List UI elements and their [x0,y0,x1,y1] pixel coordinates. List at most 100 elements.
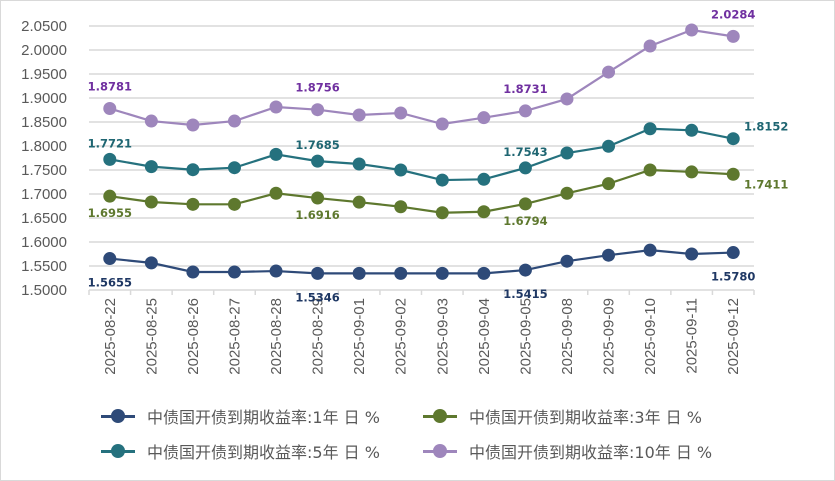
data-point [394,266,408,280]
legend-item-10y: 中债国开债到期收益率:10年 日 % [423,439,712,463]
data-label: 1.6916 [295,208,339,222]
legend-item-1y: 中债国开债到期收益率:1年 日 % [101,404,380,428]
data-point [227,161,241,175]
series-2: 1.7721 1.7685 1.7543 1.8152 [88,120,788,187]
data-point [477,205,491,219]
data-point [726,29,740,43]
x-tick-label: 2025-09-04 [476,298,493,375]
data-point [352,108,366,122]
legend-label: 中债国开债到期收益率:3年 日 % [469,408,702,427]
series-0: 1.5655 1.5346 1.5415 1.5780 [88,243,755,304]
series-line [109,168,734,214]
x-tick-label: 2025-08-29 [310,298,327,375]
data-point [311,154,325,168]
data-point [435,266,449,280]
data-point [602,177,616,191]
data-point [518,104,532,118]
legend-marker-icon [423,444,457,458]
data-point [103,252,117,266]
data-point [602,139,616,153]
x-tick-label: 2025-08-28 [268,298,285,375]
data-point [560,186,574,200]
data-point [518,161,532,175]
y-tick-label: 1.6000 [21,234,67,251]
y-tick-label: 1.6500 [21,210,67,227]
x-tick-label: 2025-09-08 [559,298,576,375]
data-point [144,256,158,270]
data-label: 1.6955 [88,206,132,220]
legend-marker-icon [101,409,135,423]
y-tick-label: 1.7000 [21,186,67,203]
data-point [144,160,158,174]
data-point [726,132,740,146]
data-point [560,254,574,268]
data-point [394,163,408,177]
y-tick-label: 1.5000 [21,282,67,299]
data-point [103,152,117,166]
data-point [352,266,366,280]
data-point [186,197,200,211]
x-tick-label: 2025-09-10 [642,298,659,375]
data-label: 1.8756 [295,81,339,95]
data-point [144,114,158,128]
y-tick-label: 1.8500 [21,114,67,131]
data-point [435,117,449,131]
data-point [269,100,283,114]
x-tick-label: 2025-09-11 [684,298,701,374]
line-chart: 1.5000 1.5500 1.6000 1.6500 1.7000 1.7500 1.80… [21,7,788,375]
data-point [311,103,325,117]
data-point [477,172,491,186]
legend-label: 中债国开债到期收益率:5年 日 % [147,443,380,462]
legend-marker-icon [423,409,457,423]
legend-marker-icon [101,444,135,458]
data-point [103,189,117,203]
x-tick-label: 2025-09-05 [517,298,534,375]
legend-label: 中债国开债到期收益率:10年 日 % [469,443,713,462]
data-point [186,163,200,177]
series-line [109,127,734,182]
data-point [269,147,283,161]
legend-item-3y: 中债国开债到期收益率:3年 日 % [423,404,702,428]
series-1: 1.6955 1.6916 1.6794 1.7411 [88,163,788,228]
data-label: 1.7721 [88,136,132,150]
data-point [643,163,657,177]
data-point [685,23,699,37]
x-tick-label: 2025-09-12 [725,298,742,375]
data-point [726,167,740,181]
data-point [435,173,449,187]
legend-label: 中债国开债到期收益率:1年 日 % [147,408,380,427]
y-tick-label: 1.9000 [21,90,67,107]
legend-item-5y: 中债国开债到期收益率:5年 日 % [101,439,380,463]
x-tick-label: 2025-08-22 [102,298,119,375]
y-tick-label: 2.0000 [21,42,67,59]
data-point [518,263,532,277]
data-point [311,266,325,280]
data-point [227,197,241,211]
data-point [269,264,283,278]
y-tick-label: 1.5500 [21,258,67,275]
data-point [477,111,491,125]
series-line [109,249,734,275]
data-point [643,122,657,136]
data-point [685,123,699,137]
data-point [643,39,657,53]
data-label: 2.0284 [711,7,755,21]
x-tick-label: 2025-08-27 [226,298,243,375]
data-label: 1.8152 [744,120,788,134]
data-point [227,265,241,279]
data-point [602,248,616,262]
data-label: 1.8731 [503,82,547,96]
data-label: 1.5780 [711,270,755,284]
data-label: 1.7543 [503,145,547,159]
data-point [227,114,241,128]
data-label: 1.7685 [295,138,339,152]
y-tick-label: 1.9500 [21,66,67,83]
data-point [394,106,408,120]
data-point [435,206,449,220]
x-tick-label: 2025-09-09 [601,298,618,375]
data-label: 1.5655 [88,276,132,290]
series-3: 1.8781 1.8756 1.8731 2.0284 [88,7,755,132]
data-point [186,118,200,132]
data-point [394,200,408,214]
x-tick-label: 2025-09-01 [351,298,368,375]
